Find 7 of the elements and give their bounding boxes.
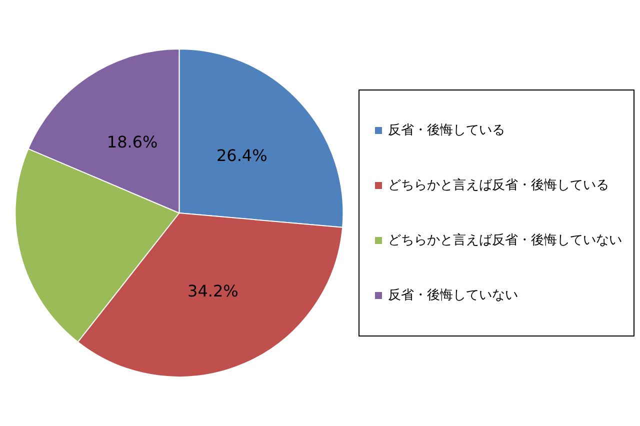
legend-label: 反省・後悔していない: [388, 288, 518, 303]
data-label: 18.6%: [106, 132, 158, 152]
legend-label: どちらかと言えば反省・後悔していない: [388, 232, 622, 248]
legend-label: 反省・後悔している: [388, 123, 505, 138]
legend-label: どちらかと言えば反省・後悔している: [388, 177, 609, 193]
data-label: 34.2%: [188, 282, 238, 301]
data-label: 26.4%: [216, 146, 268, 166]
